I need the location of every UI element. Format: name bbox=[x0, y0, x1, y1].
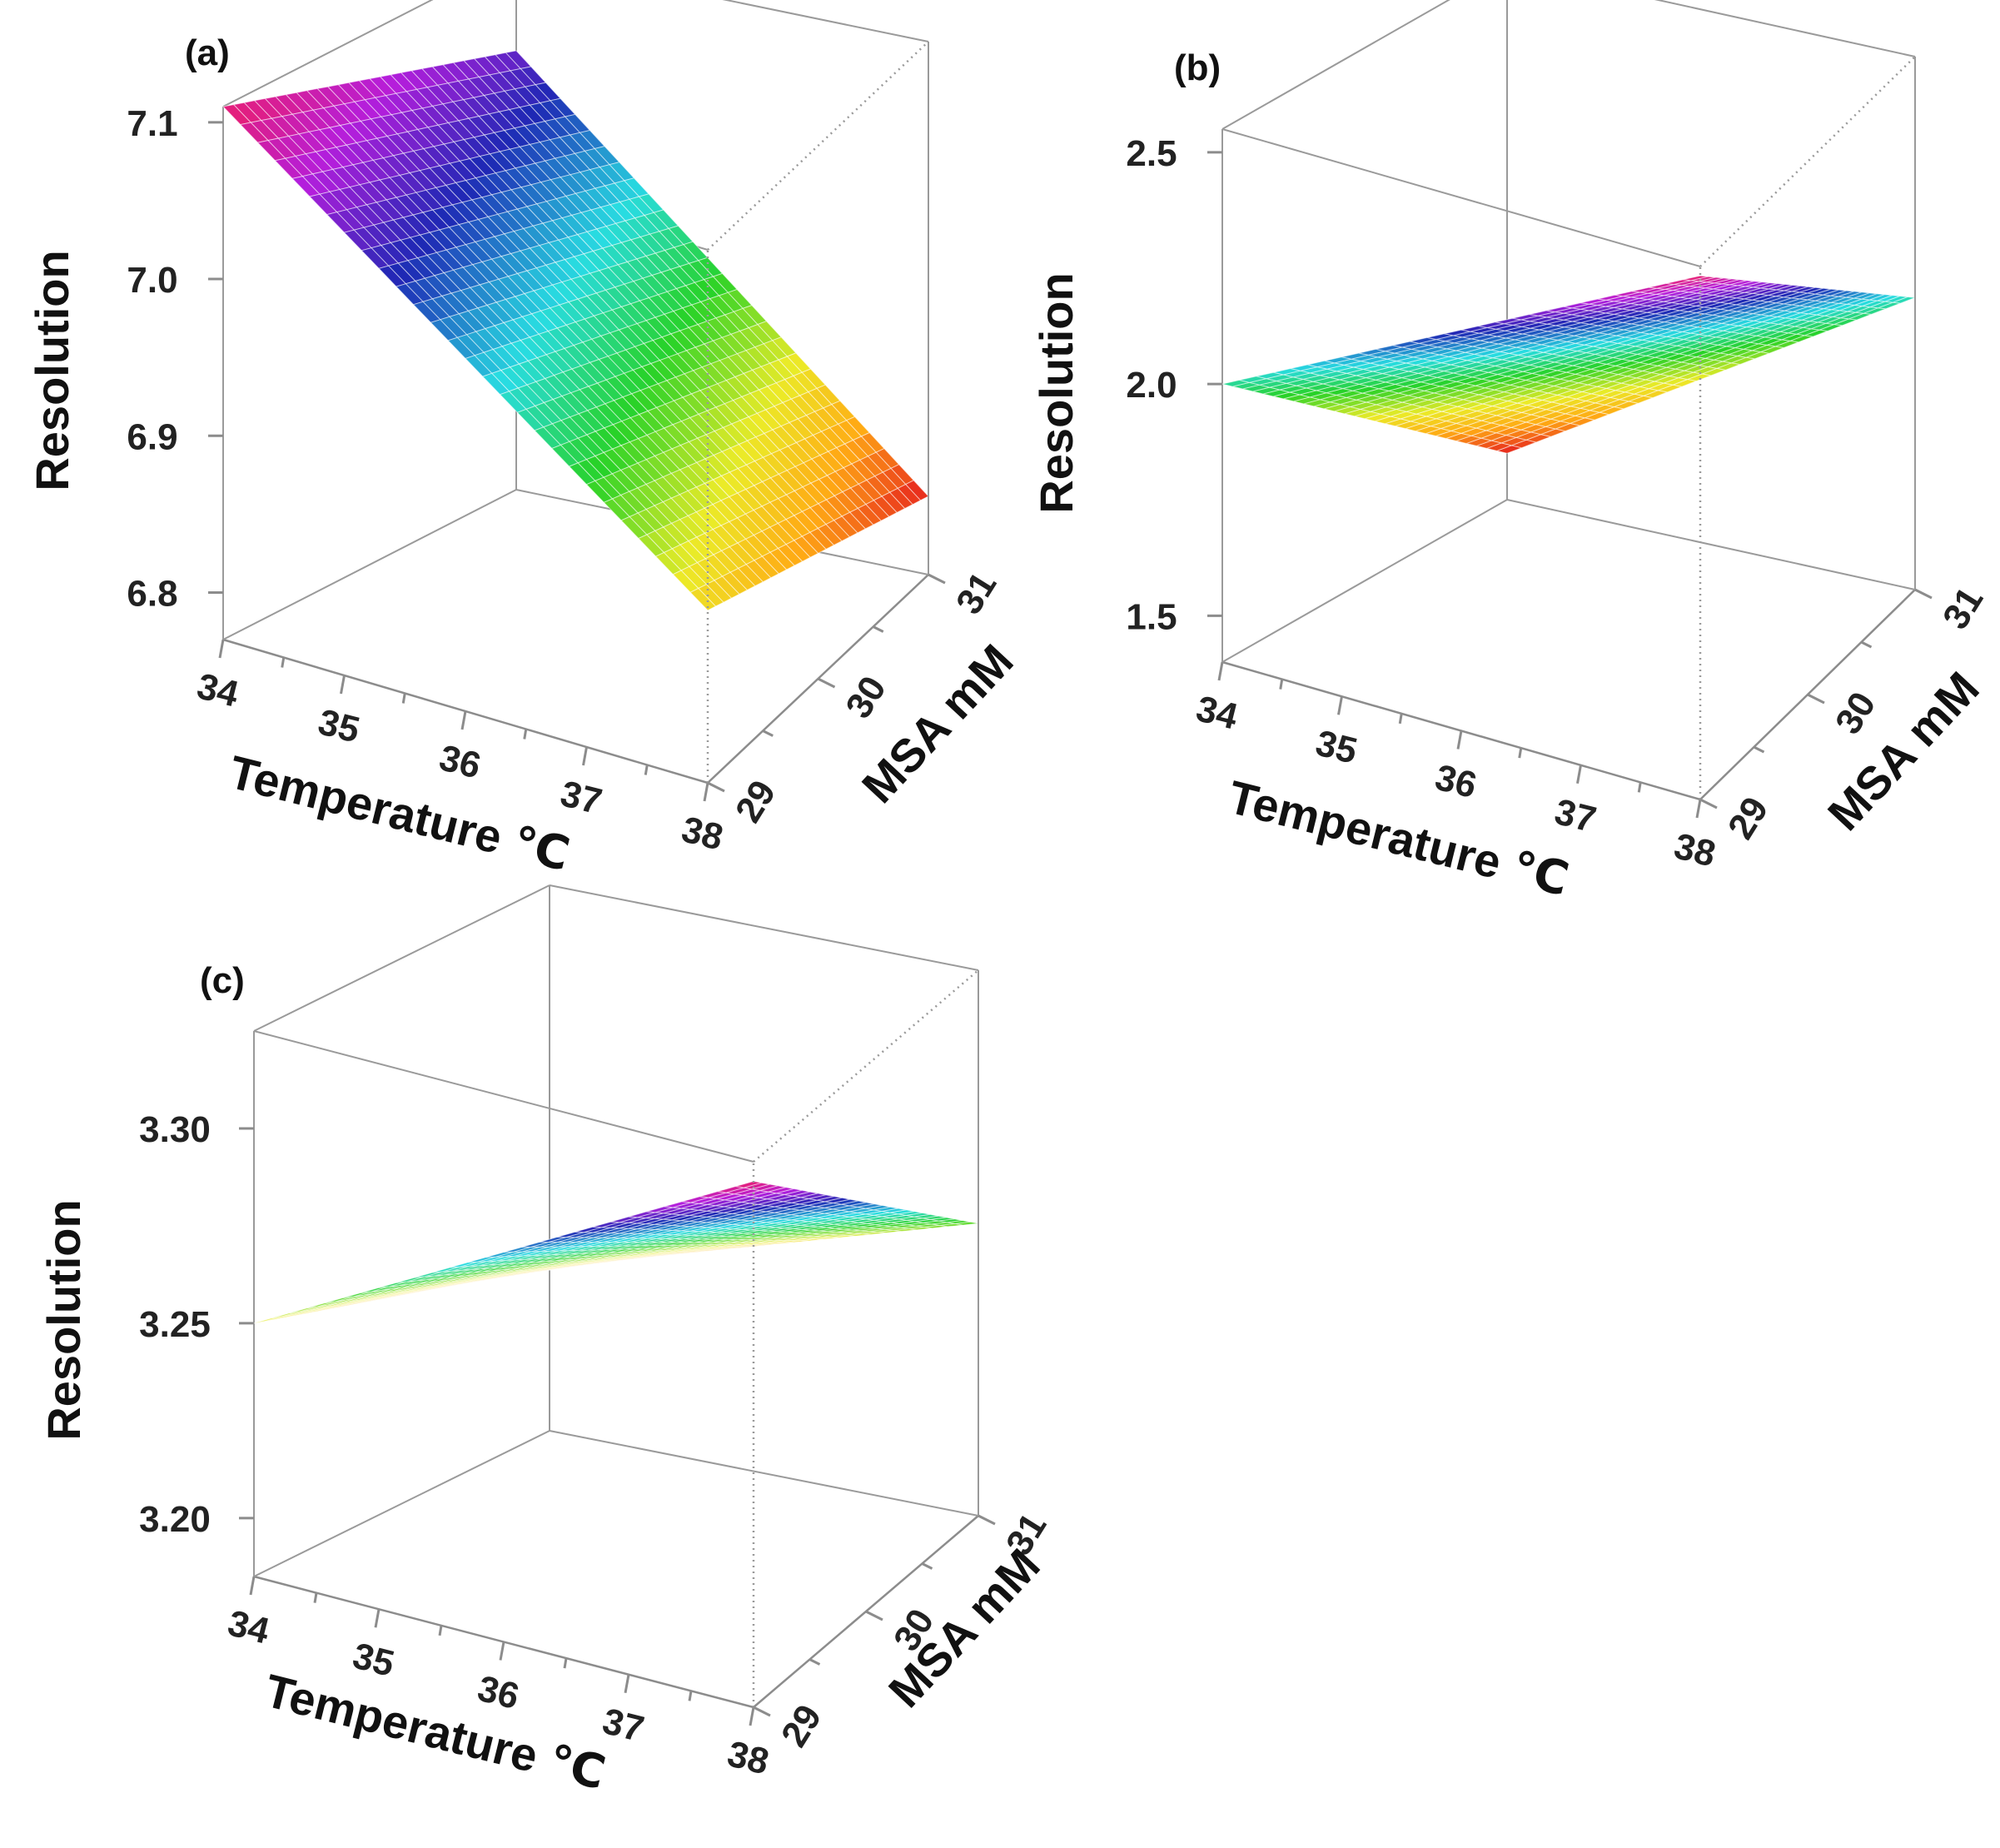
y-tick-mark bbox=[978, 1514, 996, 1526]
x-tick-mark bbox=[624, 1674, 630, 1694]
y-tick-mark bbox=[1914, 588, 1933, 600]
x-minor-tick-mark bbox=[313, 1592, 318, 1603]
x-tick-mark bbox=[218, 639, 225, 659]
panel-a-z-axis-title: Resolution bbox=[26, 250, 78, 491]
z-tick-label: 3.20 bbox=[139, 1499, 211, 1540]
z-tick-label: 7.0 bbox=[127, 260, 177, 301]
x-minor-tick-mark bbox=[1398, 713, 1403, 725]
y-tick-mark bbox=[707, 781, 725, 793]
x-tick-mark bbox=[1456, 730, 1463, 750]
x-tick-mark bbox=[340, 675, 346, 695]
panel-c-surface bbox=[253, 1180, 979, 1324]
box-edge bbox=[549, 884, 979, 971]
box-edge bbox=[1654, 0, 1916, 57]
x-minor-tick-mark bbox=[1637, 782, 1642, 793]
panel-b-surface bbox=[1221, 275, 1916, 454]
y-minor-tick-mark bbox=[1753, 745, 1765, 754]
x-tick-mark bbox=[1695, 799, 1702, 819]
x-tick-label: 38 bbox=[724, 1733, 773, 1782]
surface-cell bbox=[1683, 275, 1709, 281]
x-minor-tick-mark bbox=[563, 1657, 568, 1669]
y-tick-mark bbox=[753, 1706, 771, 1717]
x-tick-label: 35 bbox=[349, 1635, 398, 1684]
x-tick-label: 36 bbox=[1431, 757, 1480, 806]
y-tick-mark bbox=[865, 1610, 883, 1621]
x-minor-tick-mark bbox=[281, 657, 286, 668]
x-minor-tick-mark bbox=[438, 1625, 443, 1636]
x-minor-tick-mark bbox=[1518, 747, 1523, 759]
y-minor-tick-mark bbox=[921, 1562, 933, 1570]
x-tick-label: 35 bbox=[1311, 722, 1361, 771]
panel-c-box-front bbox=[752, 969, 979, 1707]
panel-a-surface bbox=[221, 50, 929, 611]
box-edge bbox=[253, 1430, 550, 1577]
x-tick-mark bbox=[1217, 661, 1224, 681]
surface-cell bbox=[735, 1180, 762, 1188]
x-tick-label: 35 bbox=[314, 701, 363, 750]
x-tick-mark bbox=[1576, 765, 1582, 785]
z-tick-label: 6.9 bbox=[127, 416, 177, 457]
x-tick-mark bbox=[703, 782, 709, 802]
panel-c-z-axis-title: Resolution bbox=[37, 1199, 90, 1440]
panel-b-z-axis-title: Resolution bbox=[1030, 272, 1082, 513]
x-tick-label: 36 bbox=[474, 1668, 523, 1717]
y-minor-tick-mark bbox=[1860, 640, 1873, 649]
x-tick-label: 34 bbox=[193, 665, 243, 715]
y-tick-mark bbox=[817, 677, 836, 689]
x-minor-tick-mark bbox=[523, 729, 528, 740]
y-minor-tick-mark bbox=[808, 1658, 821, 1666]
box-edge bbox=[1221, 128, 1701, 267]
box-edge bbox=[1221, 499, 1508, 663]
box-edge bbox=[1221, 0, 1450, 130]
x-tick-mark bbox=[499, 1641, 505, 1661]
box-edge bbox=[722, 0, 929, 42]
panel-c-label: (c) bbox=[200, 960, 245, 1001]
box-edge bbox=[707, 41, 929, 251]
z-tick-label: 3.30 bbox=[139, 1109, 211, 1150]
z-tick-label: 6.8 bbox=[127, 574, 177, 615]
panel-a-box-front bbox=[706, 41, 929, 783]
y-tick-mark bbox=[1699, 798, 1718, 809]
x-tick-label: 36 bbox=[435, 737, 485, 786]
x-tick-mark bbox=[460, 710, 467, 730]
x-tick-label: 37 bbox=[599, 1701, 648, 1750]
y-tick-mark bbox=[928, 573, 946, 585]
box-edge bbox=[1506, 499, 1916, 590]
z-tick-label: 7.1 bbox=[127, 103, 177, 144]
y-minor-tick-mark bbox=[873, 625, 884, 633]
x-tick-mark bbox=[374, 1608, 381, 1628]
y-tick-mark bbox=[1807, 693, 1825, 705]
x-tick-mark bbox=[1337, 695, 1343, 715]
x-tick-mark bbox=[749, 1706, 755, 1726]
x-tick-mark bbox=[582, 746, 588, 766]
x-tick-label: 38 bbox=[678, 809, 727, 858]
box-edge bbox=[753, 969, 979, 1163]
box-edge bbox=[253, 1030, 754, 1163]
z-tick-label: 2.0 bbox=[1126, 365, 1177, 406]
x-tick-label: 34 bbox=[1192, 688, 1242, 738]
x-minor-tick-mark bbox=[688, 1691, 693, 1701]
x-minor-tick-mark bbox=[401, 693, 406, 704]
box-edge bbox=[222, 489, 517, 640]
z-tick-label: 1.5 bbox=[1126, 596, 1177, 637]
box-edge bbox=[549, 1430, 979, 1517]
box-edge bbox=[253, 884, 550, 1032]
x-tick-label: 34 bbox=[224, 1602, 274, 1652]
x-minor-tick-mark bbox=[1279, 679, 1284, 690]
panel-b-label: (b) bbox=[1174, 47, 1221, 88]
box-edge bbox=[222, 0, 434, 107]
x-tick-label: 38 bbox=[1670, 825, 1719, 874]
x-minor-tick-mark bbox=[644, 765, 649, 775]
z-tick-label: 2.5 bbox=[1126, 133, 1177, 174]
panel-a-label: (a) bbox=[185, 32, 230, 73]
x-tick-label: 37 bbox=[1550, 791, 1600, 840]
x-tick-label: 37 bbox=[556, 773, 605, 822]
panel-b-box-front bbox=[1699, 56, 1916, 799]
z-tick-label: 3.25 bbox=[139, 1304, 211, 1345]
surface-cell bbox=[689, 587, 717, 611]
x-tick-mark bbox=[249, 1576, 256, 1596]
y-minor-tick-mark bbox=[762, 730, 774, 737]
